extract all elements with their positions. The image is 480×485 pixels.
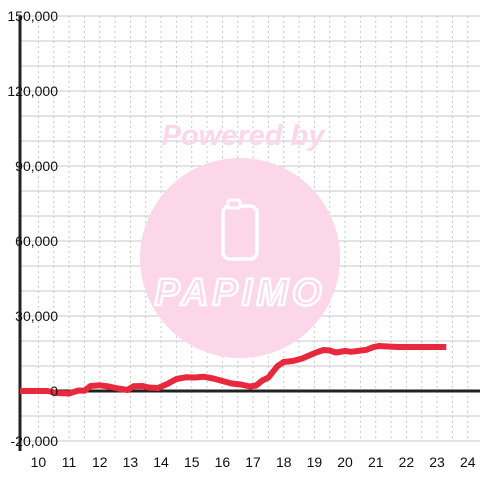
x-tick-label: 16	[215, 454, 231, 470]
y-tick-label: 120,000	[7, 83, 58, 99]
x-tick-label: 23	[429, 454, 445, 470]
x-tick-label: 15	[184, 454, 200, 470]
y-tick-label: 90,000	[15, 158, 58, 174]
data-series	[20, 343, 447, 397]
series-line	[20, 343, 447, 397]
x-tick-label: 13	[123, 454, 139, 470]
grid-lines	[20, 15, 480, 442]
x-tick-label: 14	[153, 454, 169, 470]
tick-labels: 150,000 120,000 90,000 60,000 30,000 0 -20,000…	[7, 8, 475, 470]
x-tick-label: 18	[276, 454, 292, 470]
axes	[18, 16, 480, 451]
y-tick-label: 60,000	[15, 233, 58, 249]
x-tick-label: 24	[460, 454, 476, 470]
x-tick-label: 12	[92, 454, 108, 470]
watermark-caption: Powered by	[162, 120, 327, 152]
x-tick-label: 11	[62, 454, 77, 470]
x-tick-label: 22	[399, 454, 415, 470]
y-tick-label: 0	[50, 383, 58, 399]
x-tick-label: 21	[368, 454, 384, 470]
x-tick-label: 19	[307, 454, 323, 470]
y-tick-label: 150,000	[7, 8, 58, 24]
x-tick-label: 10	[31, 454, 47, 470]
watermark-brand: PAPIMO	[154, 272, 325, 314]
phone-icon	[221, 198, 259, 261]
x-tick-label: 20	[337, 454, 353, 470]
papimo-watermark: Powered by PAPIMO	[140, 120, 340, 358]
y-tick-label: -20,000	[11, 433, 59, 449]
x-tick-label: 17	[245, 454, 261, 470]
y-tick-label: 30,000	[15, 308, 58, 324]
